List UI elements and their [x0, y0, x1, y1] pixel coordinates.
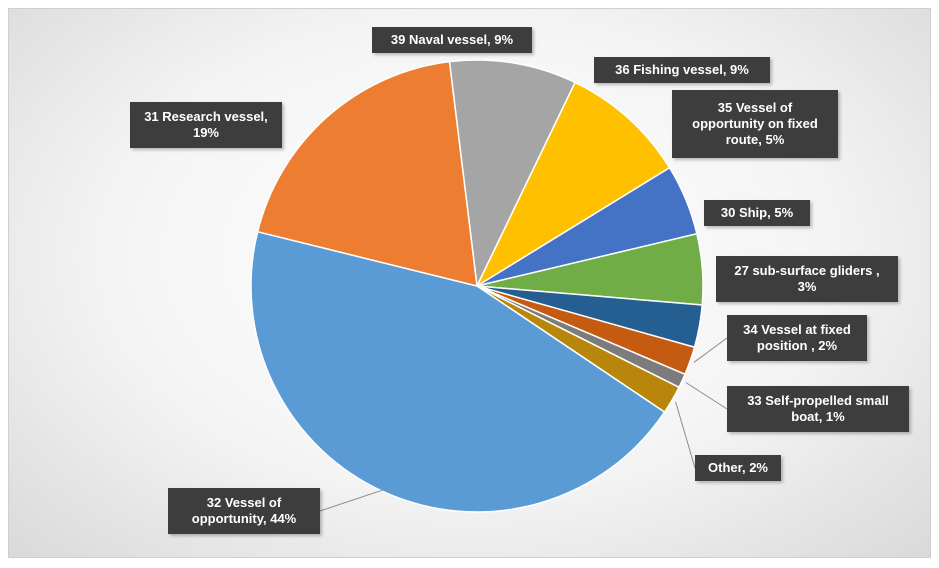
pie-slice-32-vessel-of-opportunity [250, 230, 666, 513]
leader-line [675, 401, 696, 469]
pie-slice-39-naval-vessel [448, 59, 577, 289]
leader-line [685, 382, 728, 410]
data-label: 30 Ship, 5% [704, 200, 810, 226]
data-label: 35 Vessel of opportunity on fixed route,… [672, 90, 838, 158]
leader-line [319, 488, 388, 512]
pie-slices [250, 59, 704, 513]
pie-slice-36-fishing-vessel [475, 81, 671, 288]
data-label: 34 Vessel at fixed position , 2% [727, 315, 867, 361]
data-label: Other, 2% [695, 455, 781, 481]
data-label: 36 Fishing vessel, 9% [594, 57, 770, 83]
data-label: 32 Vessel of opportunity, 44% [168, 488, 320, 534]
data-label: 27 sub-surface gliders , 3% [716, 256, 898, 302]
leader-lines [319, 337, 728, 512]
leader-line [693, 337, 728, 363]
data-label: 39 Naval vessel, 9% [372, 27, 532, 53]
data-label: 31 Research vessel, 19% [130, 102, 282, 148]
pie-slice-31-research-vessel [256, 60, 478, 287]
data-label: 33 Self-propelled small boat, 1% [727, 386, 909, 432]
